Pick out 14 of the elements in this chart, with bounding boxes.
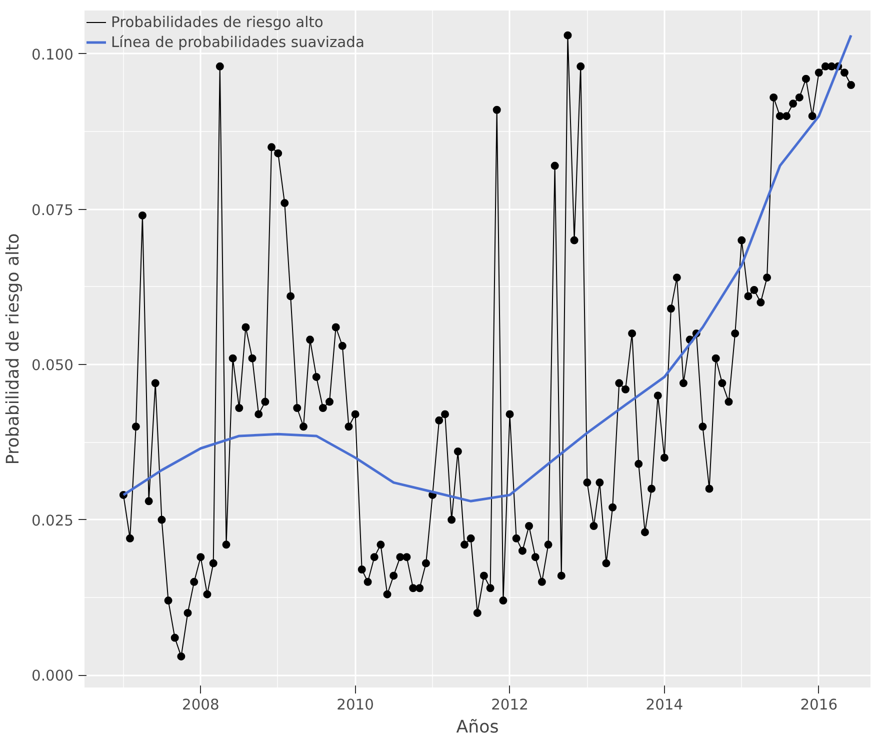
- y-tick-label: 0.100: [32, 46, 74, 64]
- y-tick-label: 0.025: [32, 512, 74, 530]
- x-tick-label: 2012: [491, 696, 528, 714]
- x-tick-label: 2016: [800, 696, 838, 714]
- legend-label: Línea de probabilidades suavizada: [111, 34, 364, 50]
- x-axis-title: Años: [456, 718, 499, 738]
- x-tick-label: 2014: [646, 696, 684, 714]
- y-tick-label: 0.075: [32, 202, 74, 219]
- y-axis-title: Probabilidad de riesgo alto: [4, 233, 24, 465]
- legend-label: Probabilidades de riesgo alto: [111, 14, 324, 30]
- y-tick-label: 0.000: [32, 668, 74, 685]
- y-tick-label: 0.050: [32, 357, 74, 374]
- x-tick-label: 2010: [336, 696, 374, 714]
- x-tick-label: 2008: [182, 696, 220, 714]
